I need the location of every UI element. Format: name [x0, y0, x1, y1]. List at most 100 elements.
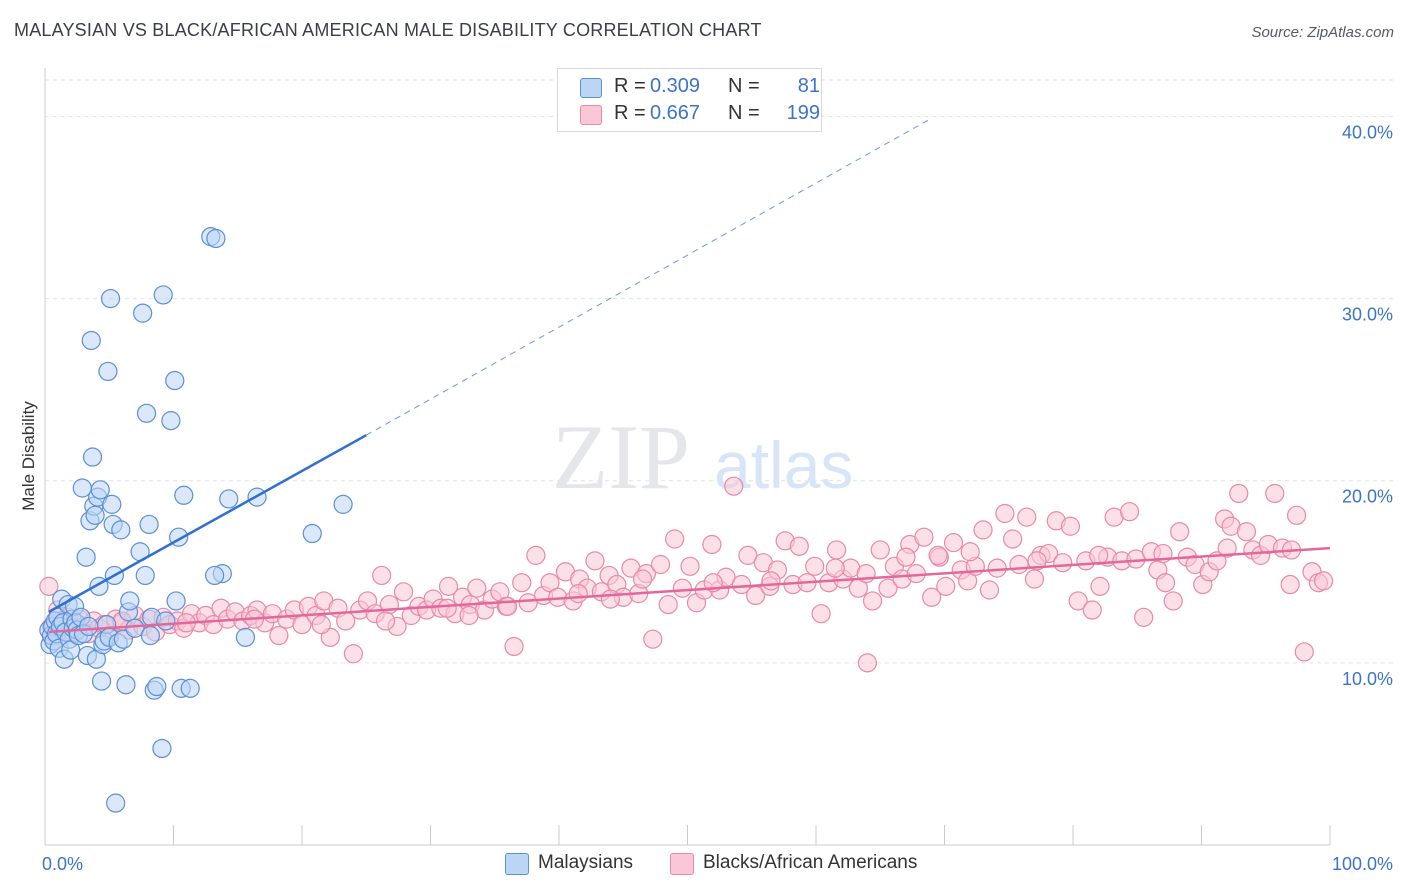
- pink-point: [526, 545, 546, 565]
- pink-point: [343, 644, 363, 664]
- pink-point: [1090, 576, 1110, 596]
- pink-point: [643, 629, 663, 649]
- legend-r-value: 0.309: [650, 75, 701, 97]
- watermark-zip: ZIP: [552, 406, 690, 508]
- pink-point: [914, 527, 934, 547]
- pink-point: [1155, 573, 1176, 593]
- pink-point: [979, 580, 1000, 600]
- pink-point: [632, 569, 653, 589]
- legend-swatch-pink: [580, 105, 602, 125]
- blue-point: [180, 678, 200, 698]
- y-tick-label: 40.0%: [1342, 122, 1393, 142]
- pink-point: [960, 542, 980, 562]
- blue-point: [174, 485, 194, 505]
- pink-point: [987, 558, 1007, 578]
- pink-point: [811, 604, 831, 624]
- pink-point: [922, 587, 942, 607]
- blue-point: [100, 288, 121, 309]
- chart-title: MALAYSIAN VS BLACK/AFRICAN AMERICAN MALE…: [14, 20, 762, 40]
- blue-point: [79, 616, 99, 637]
- pink-point: [738, 545, 758, 565]
- pink-point: [512, 573, 532, 593]
- watermark: ZIP atlas: [552, 406, 853, 508]
- pink-point: [936, 576, 956, 596]
- pink-point: [650, 554, 671, 575]
- blue-point: [219, 489, 239, 509]
- pink-point: [1229, 483, 1249, 504]
- correlation-legend: R = 0.309 N = 81 R = 0.667 N = 199: [557, 68, 822, 132]
- pink-point: [375, 611, 396, 631]
- trend-lines: [48, 117, 1331, 634]
- pink-point: [826, 540, 847, 560]
- pink-point: [878, 578, 898, 598]
- pink-point: [672, 578, 692, 598]
- pink-point: [658, 594, 678, 615]
- legend-n-label: N =: [728, 102, 760, 124]
- pink-point: [805, 556, 825, 576]
- pink-point: [665, 529, 685, 549]
- blue-point: [98, 361, 118, 382]
- blue-point: [76, 547, 96, 567]
- axes: [44, 68, 1331, 846]
- pink-point: [702, 534, 722, 555]
- pink-point: [896, 547, 916, 567]
- pink-point: [1068, 591, 1088, 611]
- pink-point: [870, 540, 890, 560]
- legend-n-value: 199: [786, 102, 820, 124]
- blue-point: [235, 627, 256, 647]
- blue-point: [140, 625, 160, 646]
- blue-point: [116, 675, 136, 695]
- pink-point: [585, 551, 605, 571]
- pink-point: [1265, 483, 1285, 504]
- pink-point: [943, 533, 964, 553]
- blue-point: [156, 611, 176, 631]
- blue-point: [205, 565, 225, 586]
- pink-point: [504, 636, 524, 657]
- blue-point: [302, 523, 322, 544]
- pink-point: [731, 574, 752, 595]
- pink-point: [1236, 522, 1257, 542]
- legend-swatch-blue: [505, 853, 529, 875]
- blue-point: [91, 671, 112, 691]
- pink-point: [1163, 591, 1183, 611]
- blue-point: [82, 447, 103, 467]
- tick-labels: 10.0% 20.0% 30.0% 40.0% 0.0% 100.0%: [42, 122, 1393, 874]
- blue-point: [166, 591, 186, 611]
- legend-swatch-blue: [580, 78, 602, 98]
- pink-point: [1082, 600, 1102, 620]
- blue-point: [152, 738, 172, 759]
- legend-n-label: N =: [728, 75, 760, 97]
- blue-trend-extension: [366, 117, 932, 436]
- blue-point: [106, 793, 126, 813]
- pink-point: [1119, 502, 1140, 522]
- pink-point: [467, 578, 487, 598]
- blue-point: [165, 370, 185, 391]
- legend-label-blacks: Blacks/African Americans: [703, 852, 918, 873]
- pink-point: [1170, 522, 1190, 542]
- pink-point: [761, 571, 781, 591]
- blue-point: [136, 403, 157, 423]
- legend-swatch-pink: [670, 853, 694, 875]
- pink-point: [1294, 642, 1314, 662]
- pink-point: [995, 503, 1015, 524]
- pink-point: [393, 582, 414, 602]
- blue-point: [206, 228, 226, 249]
- blue-point: [161, 411, 181, 431]
- pink-point: [789, 536, 809, 556]
- source-label: Source: ZipAtlas.com: [1251, 24, 1394, 41]
- pink-trend-line: [48, 546, 1331, 634]
- blue-point: [102, 494, 122, 514]
- pink-point: [269, 625, 289, 646]
- blue-point: [153, 285, 173, 305]
- pink-point: [1027, 551, 1047, 571]
- pink-point: [680, 556, 700, 576]
- y-tick-label: 30.0%: [1342, 305, 1393, 325]
- x-tick-label: 100.0%: [1332, 854, 1393, 874]
- pink-point: [973, 520, 993, 540]
- y-axis-label: Male Disability: [19, 401, 38, 511]
- pink-point: [724, 476, 744, 496]
- legend-r-label: R =: [614, 75, 646, 97]
- pink-point: [518, 593, 538, 613]
- pink-point: [1217, 538, 1237, 558]
- blue-point: [81, 330, 101, 351]
